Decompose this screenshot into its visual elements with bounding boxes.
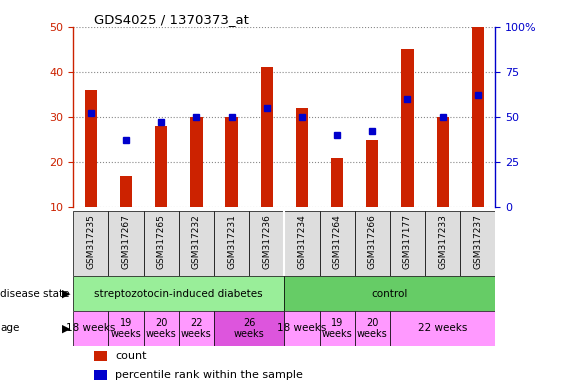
- FancyBboxPatch shape: [108, 211, 144, 276]
- FancyBboxPatch shape: [179, 311, 214, 346]
- Text: GSM317236: GSM317236: [262, 214, 271, 269]
- Bar: [296, 108, 308, 207]
- Text: GSM317267: GSM317267: [122, 214, 131, 269]
- Bar: [120, 176, 132, 207]
- FancyBboxPatch shape: [284, 211, 320, 276]
- Bar: [401, 50, 414, 207]
- Text: ▶: ▶: [62, 289, 70, 299]
- Text: GDS4025 / 1370373_at: GDS4025 / 1370373_at: [95, 13, 249, 26]
- Text: GSM317264: GSM317264: [333, 214, 342, 269]
- FancyBboxPatch shape: [73, 211, 108, 276]
- Bar: [436, 117, 449, 207]
- Text: GSM317231: GSM317231: [227, 214, 236, 269]
- Text: GSM317234: GSM317234: [297, 214, 306, 269]
- Text: 20
weeks: 20 weeks: [146, 318, 177, 339]
- Text: GSM317266: GSM317266: [368, 214, 377, 269]
- Text: percentile rank within the sample: percentile rank within the sample: [115, 370, 303, 380]
- Text: count: count: [115, 351, 147, 361]
- Bar: [155, 126, 167, 207]
- Text: 20
weeks: 20 weeks: [357, 318, 388, 339]
- Text: GSM317232: GSM317232: [192, 214, 201, 269]
- Bar: [84, 90, 97, 207]
- Bar: [95, 370, 107, 380]
- FancyBboxPatch shape: [73, 276, 284, 311]
- FancyBboxPatch shape: [214, 211, 249, 276]
- Text: GSM317233: GSM317233: [438, 214, 447, 269]
- Text: GSM317235: GSM317235: [86, 214, 95, 269]
- FancyBboxPatch shape: [108, 311, 144, 346]
- Bar: [225, 117, 238, 207]
- Text: control: control: [372, 289, 408, 299]
- Text: 18 weeks: 18 weeks: [277, 323, 327, 333]
- Text: disease state: disease state: [0, 289, 69, 299]
- FancyBboxPatch shape: [390, 211, 425, 276]
- Bar: [331, 158, 343, 207]
- FancyBboxPatch shape: [390, 311, 495, 346]
- Text: 22
weeks: 22 weeks: [181, 318, 212, 339]
- Text: 19
weeks: 19 weeks: [110, 318, 141, 339]
- FancyBboxPatch shape: [73, 311, 108, 346]
- FancyBboxPatch shape: [249, 211, 284, 276]
- Bar: [472, 27, 484, 207]
- FancyBboxPatch shape: [284, 276, 495, 311]
- Text: streptozotocin-induced diabetes: streptozotocin-induced diabetes: [95, 289, 263, 299]
- Text: 19
weeks: 19 weeks: [321, 318, 352, 339]
- Bar: [261, 68, 273, 207]
- Text: GSM317265: GSM317265: [157, 214, 166, 269]
- Bar: [95, 351, 107, 361]
- Text: 26
weeks: 26 weeks: [234, 318, 265, 339]
- Text: age: age: [0, 323, 19, 333]
- FancyBboxPatch shape: [355, 311, 390, 346]
- Bar: [366, 140, 378, 207]
- FancyBboxPatch shape: [144, 211, 179, 276]
- FancyBboxPatch shape: [355, 211, 390, 276]
- FancyBboxPatch shape: [425, 211, 461, 276]
- Bar: [190, 117, 203, 207]
- FancyBboxPatch shape: [144, 311, 179, 346]
- FancyBboxPatch shape: [461, 211, 495, 276]
- Text: 22 weeks: 22 weeks: [418, 323, 467, 333]
- FancyBboxPatch shape: [179, 211, 214, 276]
- FancyBboxPatch shape: [214, 311, 284, 346]
- Text: ▶: ▶: [62, 323, 70, 333]
- FancyBboxPatch shape: [320, 311, 355, 346]
- FancyBboxPatch shape: [320, 211, 355, 276]
- FancyBboxPatch shape: [284, 311, 320, 346]
- Text: GSM317177: GSM317177: [403, 214, 412, 270]
- Text: GSM317237: GSM317237: [473, 214, 482, 269]
- Text: 18 weeks: 18 weeks: [66, 323, 115, 333]
